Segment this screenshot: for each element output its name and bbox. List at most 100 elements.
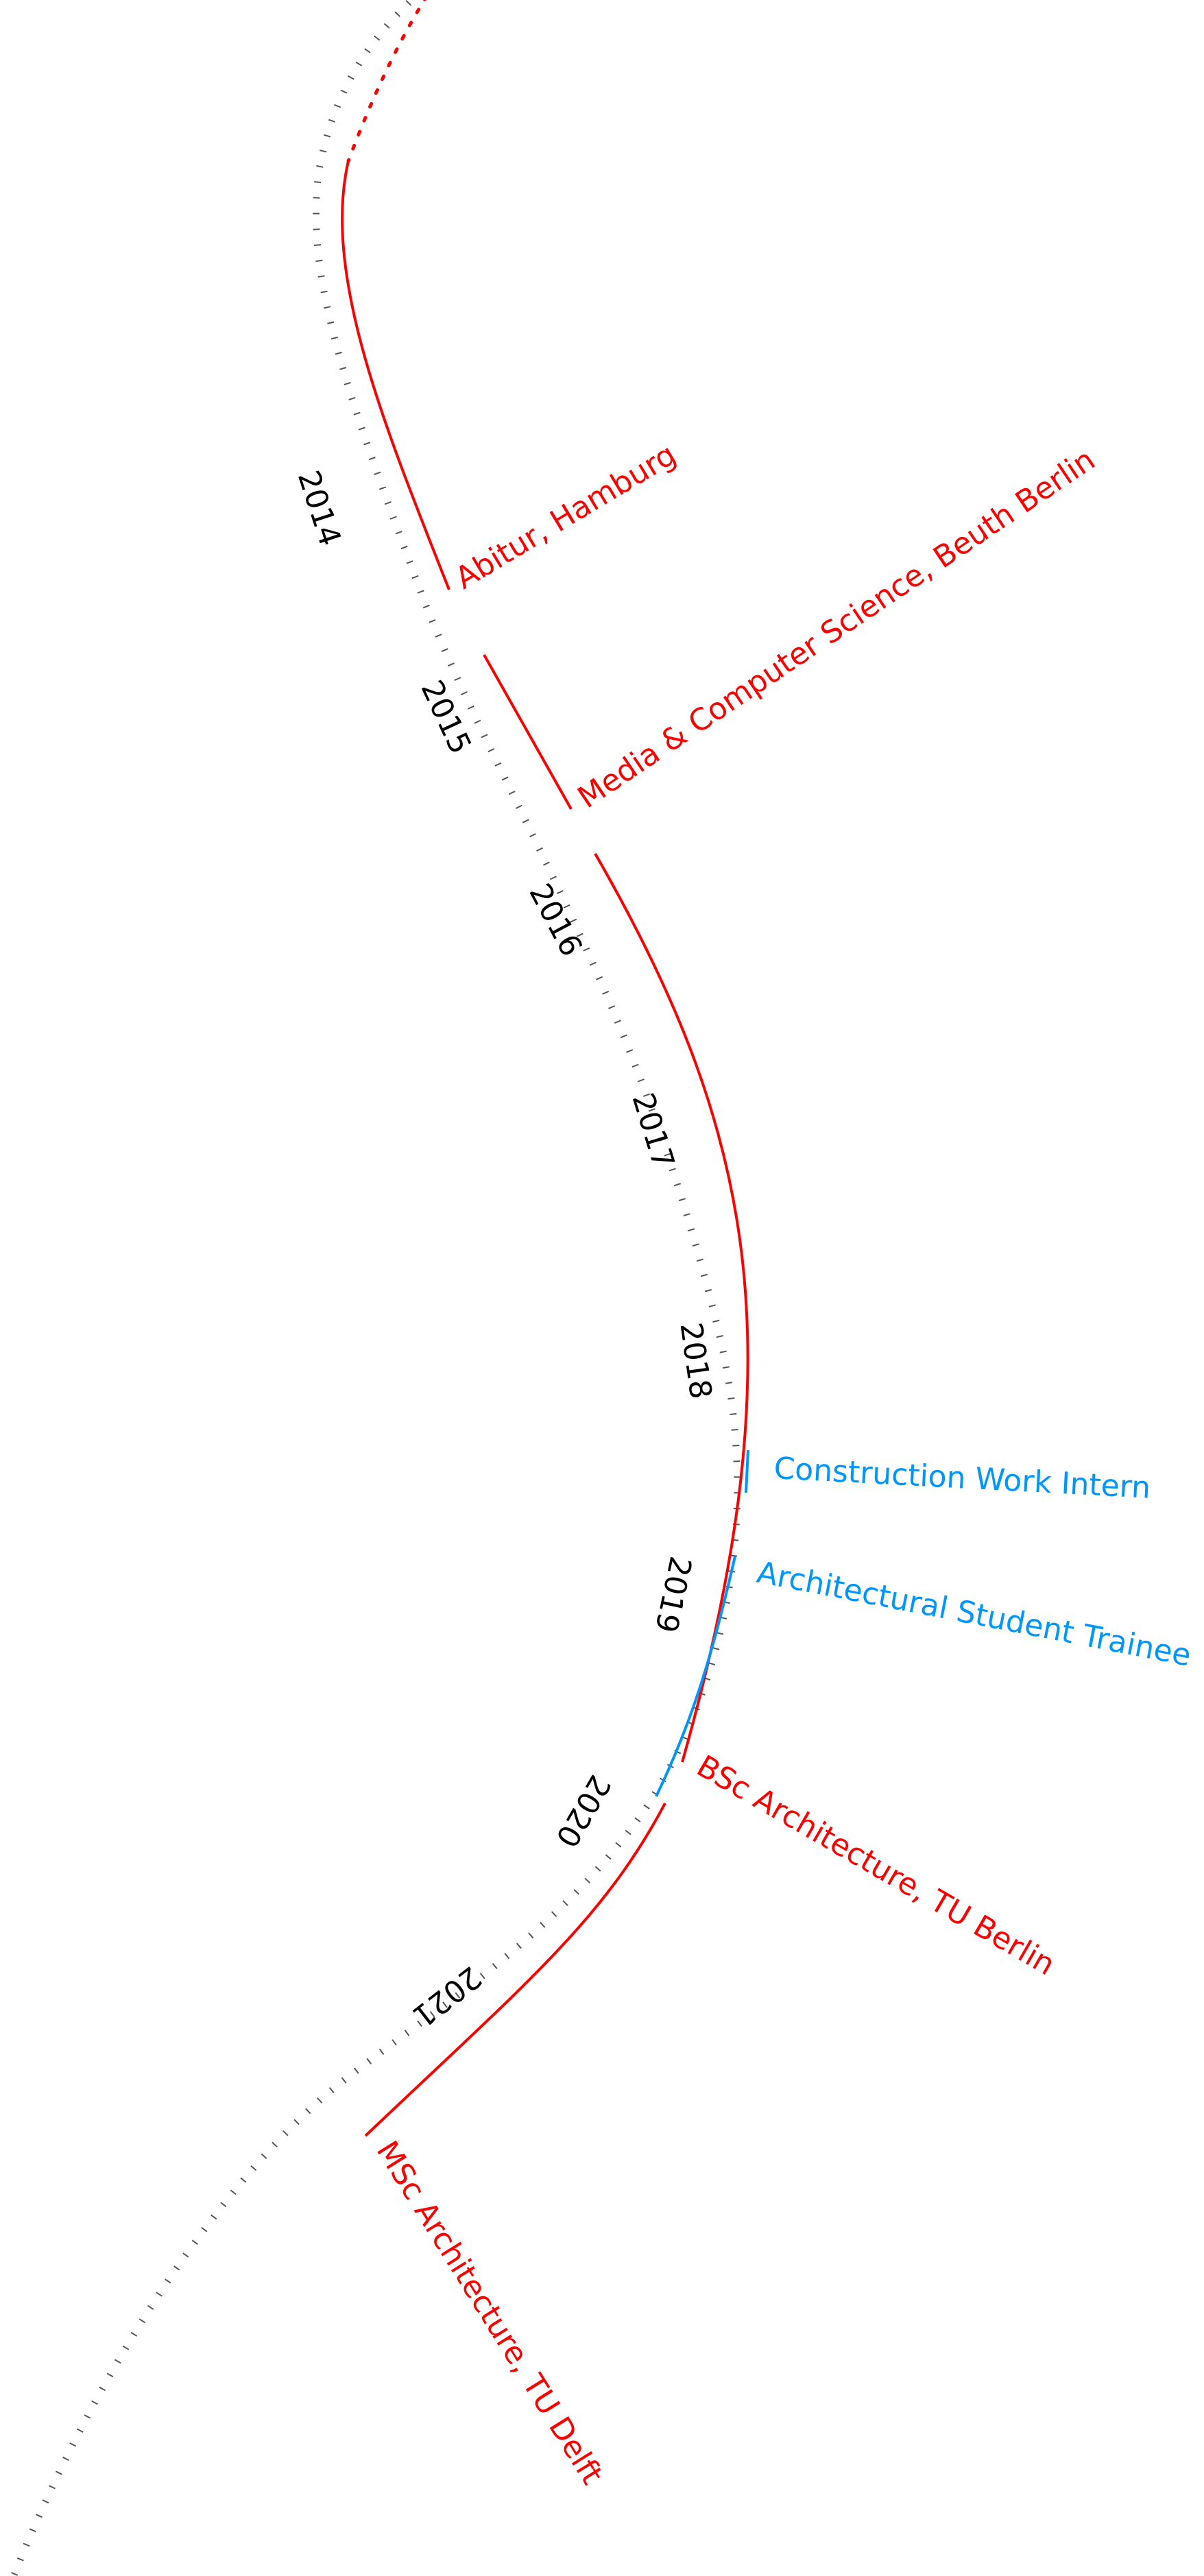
spine-tick bbox=[55, 2470, 62, 2475]
spine-tick bbox=[42, 2499, 49, 2504]
spine-tick bbox=[384, 501, 392, 505]
spine-tick bbox=[551, 1911, 557, 1917]
spine-tick bbox=[712, 1647, 720, 1650]
spine-tick bbox=[529, 833, 536, 838]
spine-tick bbox=[501, 776, 509, 781]
spine-tick bbox=[335, 351, 342, 355]
spine-tick bbox=[727, 1397, 735, 1400]
spine-tick bbox=[220, 2202, 227, 2208]
spine-tick bbox=[515, 804, 522, 809]
spine-tick bbox=[389, 516, 397, 520]
spine-tick bbox=[584, 1877, 590, 1883]
spine-tick bbox=[327, 321, 335, 324]
spine-tick bbox=[637, 1079, 645, 1083]
spine-tick bbox=[481, 734, 488, 738]
spine-tick bbox=[293, 2119, 300, 2126]
spine-tick bbox=[272, 2141, 278, 2147]
spine-tick bbox=[700, 1273, 708, 1277]
spine-tick bbox=[723, 1366, 730, 1369]
spine-tick bbox=[634, 1817, 641, 1822]
spine-tick bbox=[733, 1460, 741, 1462]
bsc-bar bbox=[594, 853, 749, 1763]
media-label: Media & Computer Science, Beuth Berlin bbox=[572, 442, 1102, 815]
spine-tick bbox=[35, 2514, 43, 2518]
spine-tick bbox=[540, 1922, 546, 1928]
year-label-2018: 2018 bbox=[673, 1321, 718, 1401]
spine-tick bbox=[210, 2214, 217, 2220]
trainee-label: Architectural Student Trainee bbox=[754, 1555, 1194, 1674]
spine-tick bbox=[417, 590, 424, 594]
spine-tick bbox=[400, 545, 408, 550]
spine-tick bbox=[324, 134, 331, 138]
spine-tick bbox=[334, 104, 341, 108]
year-label-2015: 2015 bbox=[413, 675, 478, 759]
spine-tick bbox=[576, 932, 583, 937]
spine-tick bbox=[406, 560, 413, 564]
spine-tick bbox=[536, 847, 543, 852]
spine-tick bbox=[570, 918, 577, 923]
year-label-2020: 2020 bbox=[549, 1769, 617, 1853]
spine-tick bbox=[422, 604, 430, 609]
spine-tick bbox=[354, 2067, 359, 2074]
spine-tick bbox=[429, 2011, 435, 2018]
spine-tick bbox=[341, 2077, 347, 2084]
spine-tick bbox=[522, 819, 529, 823]
spine-tick bbox=[605, 1854, 612, 1860]
timeline-spine-ticks bbox=[11, 0, 741, 2576]
spine-tick bbox=[330, 336, 338, 340]
spine-tick bbox=[614, 1020, 621, 1024]
spine-tick bbox=[688, 1228, 695, 1232]
spine-tick bbox=[305, 2108, 311, 2115]
spine-tick bbox=[474, 719, 481, 724]
spine-tick bbox=[494, 762, 502, 767]
spine-tick bbox=[347, 75, 354, 80]
spine-tick bbox=[643, 1804, 650, 1809]
spine-tick bbox=[429, 618, 436, 623]
spine-tick bbox=[395, 531, 402, 535]
spine-tick bbox=[49, 2485, 56, 2490]
media-bar bbox=[483, 654, 573, 810]
spine-tick bbox=[405, 0, 412, 6]
construction-label: Construction Work Intern bbox=[773, 1451, 1151, 1506]
spine-tick bbox=[106, 2372, 114, 2378]
spine-tick bbox=[678, 1198, 686, 1202]
spine-tick bbox=[324, 306, 331, 309]
spine-tick bbox=[368, 457, 376, 461]
msc-label: MSc Architecture, TU Delft bbox=[370, 2135, 610, 2491]
year-label-2016: 2016 bbox=[522, 878, 589, 962]
spine-tick bbox=[608, 1005, 616, 1009]
spine-tick bbox=[353, 411, 361, 416]
spine-tick bbox=[358, 426, 365, 431]
spine-tick bbox=[355, 61, 363, 67]
spine-tick bbox=[392, 2039, 397, 2046]
spine-tick bbox=[313, 197, 320, 199]
spine-tick bbox=[602, 990, 610, 995]
abitur-bar bbox=[341, 160, 450, 590]
spine-tick bbox=[139, 2318, 146, 2324]
spine-tick bbox=[147, 2304, 154, 2310]
spine-tick bbox=[156, 2291, 162, 2297]
spine-tick bbox=[404, 2030, 410, 2036]
spine-tick bbox=[704, 1289, 712, 1292]
spine-tick bbox=[383, 23, 390, 29]
spine-tick bbox=[460, 691, 468, 696]
spine-tick bbox=[549, 876, 557, 880]
spine-tick bbox=[282, 2130, 289, 2136]
spine-tick bbox=[364, 48, 371, 53]
spine-tick bbox=[99, 2386, 106, 2392]
spine-tick bbox=[344, 382, 351, 385]
spine-tick bbox=[467, 1982, 473, 1989]
spine-tick bbox=[122, 2345, 130, 2350]
spine-tick bbox=[417, 2020, 422, 2027]
spine-tick bbox=[708, 1662, 716, 1666]
spine-tick bbox=[719, 1350, 727, 1353]
spine-tick bbox=[374, 471, 381, 475]
spine-tick bbox=[374, 35, 381, 41]
spine-tick bbox=[543, 861, 550, 866]
spine-tick bbox=[328, 2087, 335, 2094]
spine-tick bbox=[620, 1034, 627, 1039]
spine-tick bbox=[716, 1335, 723, 1338]
spine-tick bbox=[173, 2265, 180, 2271]
spine-tick bbox=[261, 2153, 267, 2159]
